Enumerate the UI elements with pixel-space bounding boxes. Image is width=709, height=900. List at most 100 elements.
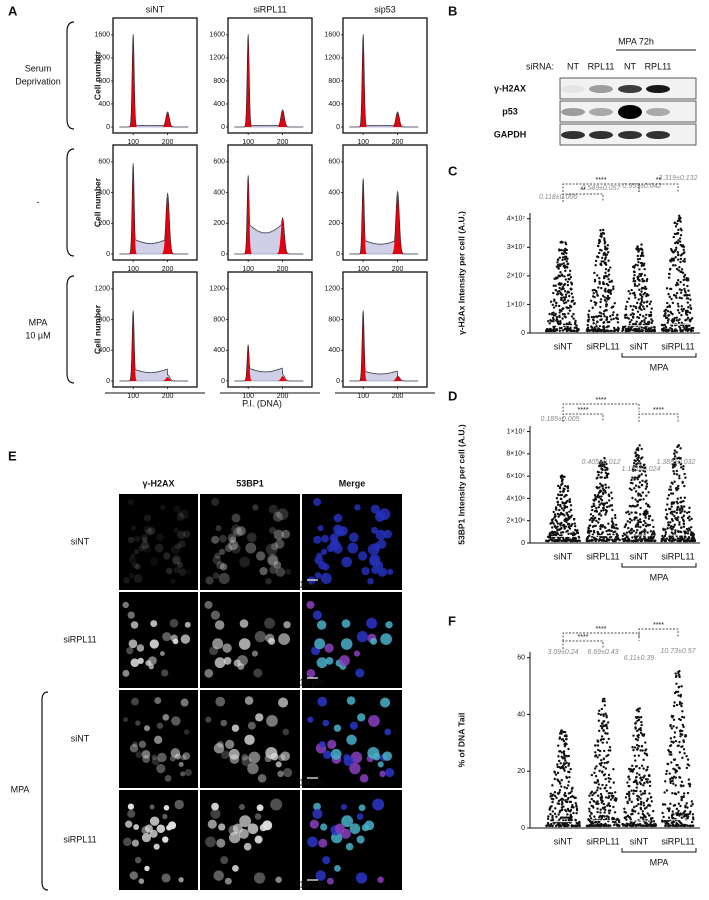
dot	[672, 469, 675, 473]
dot	[676, 219, 680, 223]
nucleus	[212, 572, 220, 579]
dot	[622, 532, 626, 535]
dot	[563, 734, 567, 738]
nucleus	[379, 770, 386, 778]
dot	[548, 533, 551, 537]
nucleus	[135, 720, 141, 726]
dot	[677, 305, 680, 308]
dot	[683, 505, 686, 508]
dot	[675, 763, 678, 767]
dot	[687, 289, 690, 292]
dot	[558, 522, 562, 525]
dot	[675, 812, 678, 815]
nucleus	[141, 749, 151, 759]
y-tick-label: 0	[336, 378, 340, 385]
dot	[674, 225, 678, 228]
dot	[563, 264, 567, 267]
dot	[647, 539, 651, 542]
dot	[674, 241, 677, 245]
dot	[677, 484, 680, 488]
dot	[666, 527, 669, 530]
nucleus	[127, 803, 135, 810]
nucleus	[253, 668, 263, 678]
nucleus	[149, 816, 160, 826]
dot	[675, 807, 679, 811]
histogram-frame	[227, 17, 313, 134]
dot	[630, 511, 633, 514]
dot	[624, 523, 628, 526]
dot	[690, 537, 693, 541]
dot	[600, 476, 603, 479]
dot	[599, 527, 602, 531]
dot	[643, 537, 647, 540]
dot	[554, 312, 557, 316]
group-label: MPA	[650, 362, 669, 372]
dot	[550, 329, 554, 333]
group-label: MPA	[650, 572, 669, 582]
panel-letter: D	[448, 388, 457, 403]
dot	[675, 291, 679, 295]
dot	[672, 525, 675, 529]
dot	[647, 814, 651, 817]
dot	[596, 779, 599, 782]
dot	[628, 512, 631, 516]
dot	[602, 275, 606, 278]
dot	[675, 703, 679, 707]
nucleus	[179, 509, 189, 519]
dot	[631, 329, 635, 332]
histogram-peaks	[349, 313, 419, 381]
x-tick-label: 200	[277, 393, 289, 400]
dot	[627, 794, 631, 798]
dot	[600, 727, 604, 730]
dot	[605, 248, 609, 251]
dot	[673, 768, 677, 771]
dot	[675, 232, 679, 236]
dot	[600, 795, 604, 798]
dot	[604, 777, 607, 781]
dot	[546, 817, 550, 821]
dot	[679, 220, 682, 223]
dot	[558, 782, 562, 785]
dot	[636, 447, 640, 450]
x-tick-label: 100	[127, 393, 139, 400]
dot	[610, 504, 614, 507]
nucleus	[133, 574, 143, 583]
dot	[575, 811, 578, 815]
dot	[590, 326, 594, 329]
dot	[634, 776, 638, 779]
dot	[636, 315, 639, 319]
dot	[681, 323, 685, 326]
nucleus	[151, 754, 157, 760]
dot	[558, 282, 561, 285]
dot	[633, 280, 637, 283]
nucleus	[211, 498, 220, 506]
dot	[607, 278, 610, 281]
dot	[548, 312, 551, 316]
nucleus	[366, 617, 378, 629]
dot	[640, 723, 643, 727]
dot	[678, 296, 681, 299]
dot	[666, 822, 670, 825]
dot	[645, 287, 648, 290]
dot	[594, 537, 597, 540]
dot	[590, 539, 593, 543]
dot	[594, 744, 597, 747]
dot	[638, 444, 641, 447]
dot	[593, 326, 596, 329]
dot	[662, 528, 665, 532]
dot	[686, 327, 689, 330]
dot	[568, 500, 572, 504]
dot	[634, 511, 637, 514]
nucleus	[223, 656, 232, 665]
cells	[204, 600, 291, 678]
dot	[632, 748, 635, 752]
dot	[637, 275, 640, 278]
dot	[680, 780, 684, 784]
dot	[607, 803, 610, 807]
dot	[631, 265, 635, 269]
group-label: MPA	[11, 784, 30, 794]
y-tick-label: 200	[98, 220, 110, 227]
dot	[565, 306, 568, 309]
dot	[567, 764, 570, 767]
